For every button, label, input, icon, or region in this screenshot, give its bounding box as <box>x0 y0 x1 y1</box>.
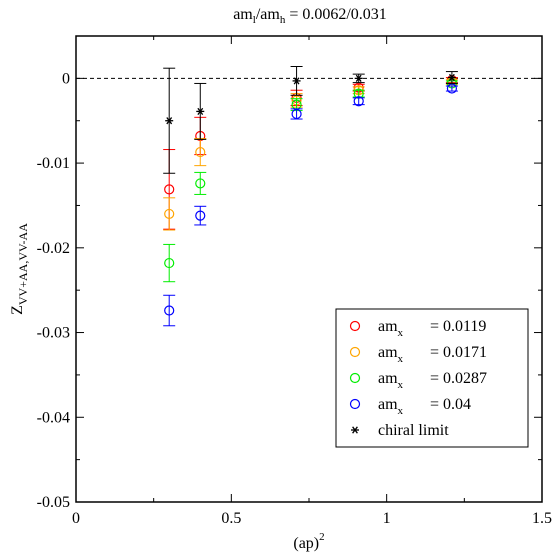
data-point <box>164 305 175 316</box>
legend-label-main: am <box>378 318 398 335</box>
legend-label-sub: x <box>398 379 404 391</box>
y-tick-label: -0.03 <box>37 325 70 342</box>
legend-label-main: am <box>378 396 398 413</box>
y-axis-label-main: Z <box>9 305 26 315</box>
legend-entry: amx = 0.0119 <box>349 318 486 339</box>
legend-label-main: am <box>378 370 398 387</box>
x-tick-label: 0.5 <box>221 510 241 527</box>
legend-label-main: chiral limit <box>378 422 449 439</box>
x-axis-label: (ap)2 <box>293 531 324 552</box>
y-tick-label: -0.01 <box>37 155 70 172</box>
star-stroke <box>352 426 358 434</box>
legend-label: amx = 0.0119 <box>378 318 486 339</box>
data-point <box>164 208 175 220</box>
star-stroke <box>197 107 204 115</box>
title-sub-h: h <box>280 14 286 26</box>
legend-marker <box>349 320 361 332</box>
legend-marker <box>349 372 361 384</box>
legend-marker <box>349 346 361 358</box>
data-point <box>447 73 456 82</box>
legend-label: amx = 0.04 <box>378 396 471 417</box>
legend-box <box>335 308 529 448</box>
legend-label-sub: x <box>398 405 404 417</box>
title-slash-am: /am <box>256 6 281 23</box>
data-point <box>164 257 175 269</box>
legend-label: amx = 0.0287 <box>378 370 487 391</box>
legend-label-value: = 0.04 <box>430 396 471 413</box>
legend-entry: amx = 0.0287 <box>349 370 487 391</box>
title-ratio: = 0.0062/0.031 <box>285 6 386 23</box>
x-axis-label-main: (ap) <box>293 535 319 552</box>
legend-label-sub: x <box>398 353 404 365</box>
y-tick-label: -0.02 <box>37 240 70 257</box>
data-point <box>164 184 175 195</box>
legend-marker <box>351 426 359 434</box>
y-tick-label: 0 <box>62 70 70 87</box>
legend-label: amx = 0.0171 <box>378 344 487 365</box>
series-2 <box>163 78 458 283</box>
data-points <box>163 66 458 327</box>
legend-label-value: = 0.0171 <box>430 344 487 361</box>
series-3 <box>163 83 458 327</box>
legend-label-value: = 0.0287 <box>430 370 487 387</box>
legend-entry: amx = 0.04 <box>349 396 471 417</box>
data-point <box>195 178 206 189</box>
x-axis-ticks: 0 0.5 1 1.5 <box>72 36 552 527</box>
data-point <box>446 83 458 94</box>
chart-title: aml/amh = 0.0062/0.031 <box>233 6 387 26</box>
legend-label-main: am <box>378 344 398 361</box>
data-point <box>354 74 363 82</box>
y-tick-label: -0.05 <box>37 494 70 511</box>
legend-entry: amx = 0.0171 <box>349 344 487 365</box>
title-am: am <box>233 6 253 23</box>
y-axis-ticks: 0 -0.01 -0.02 -0.03 -0.04 -0.05 <box>37 35 542 511</box>
data-point <box>292 77 301 85</box>
series-1 <box>163 76 458 231</box>
series-0 <box>163 74 458 230</box>
data-point <box>196 107 205 115</box>
star-stroke <box>293 77 300 85</box>
star-stroke <box>166 117 173 125</box>
title-sub-l: l <box>253 14 256 26</box>
data-point <box>165 117 174 125</box>
star-stroke <box>448 73 455 82</box>
series-4 <box>163 66 458 174</box>
x-tick-label: 1.5 <box>532 510 552 527</box>
x-axis-label-sup: 2 <box>319 531 325 543</box>
legend-entry: chiral limit <box>351 422 449 439</box>
y-axis-label: ZVV+AA,VV-AA <box>9 223 30 315</box>
legend-marker <box>349 398 361 410</box>
y-axis-label-sub: VV+AA,VV-AA <box>16 223 30 305</box>
y-tick-label: -0.04 <box>37 409 70 426</box>
x-tick-label: 0 <box>72 510 80 527</box>
x-tick-label: 1 <box>383 510 391 527</box>
data-point <box>291 108 302 120</box>
data-point <box>195 210 206 221</box>
data-point <box>195 146 206 158</box>
data-point <box>353 96 364 107</box>
legend-label-sub: x <box>398 327 404 339</box>
legend-label: chiral limit <box>378 422 449 439</box>
legend-label-value: = 0.0119 <box>430 318 486 335</box>
star-stroke <box>355 74 362 82</box>
